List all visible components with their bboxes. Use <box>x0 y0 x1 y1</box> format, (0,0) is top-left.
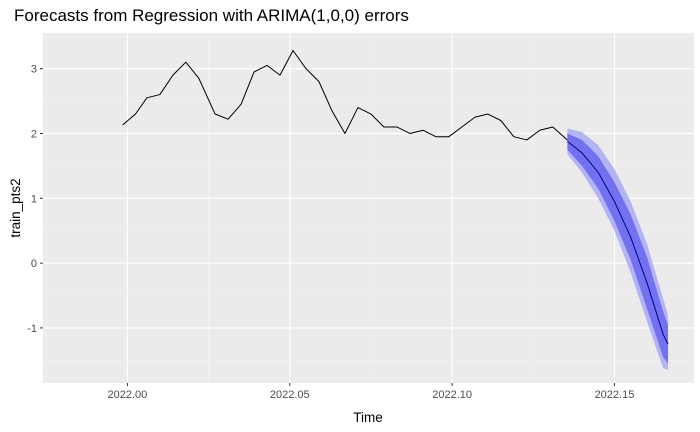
series-line <box>122 50 568 141</box>
forecast-band-95 <box>567 128 669 371</box>
chart-title: Forecasts from Regression with ARIMA(1,0… <box>14 6 409 25</box>
forecast-mean <box>567 140 669 345</box>
x-tick-label: 2022.05 <box>270 389 310 401</box>
x-tick-label: 2022.00 <box>108 389 148 401</box>
y-axis-title: train_pts2 <box>8 178 23 237</box>
y-tick-label: -1 <box>27 323 37 335</box>
y-tick-label: 2 <box>31 128 37 140</box>
plot-panel <box>43 33 694 383</box>
series-lines <box>122 50 568 141</box>
x-axis-title: Time <box>353 410 383 425</box>
y-tick-label: 1 <box>31 193 37 205</box>
forecast-band-80 <box>567 133 669 364</box>
y-axis-ticks: -1 0 1 2 3 <box>27 64 43 335</box>
x-axis-ticks: 2022.00 2022.05 2022.10 2022.15 <box>108 383 635 401</box>
grid-major <box>43 33 694 383</box>
band-80-area <box>567 133 669 364</box>
y-tick-label: 3 <box>31 64 37 76</box>
x-tick-label: 2022.15 <box>595 389 635 401</box>
y-tick-label: 0 <box>31 258 37 270</box>
x-tick-label: 2022.10 <box>432 389 472 401</box>
band-95-area <box>567 128 669 371</box>
forecast-mean-line <box>567 140 669 345</box>
